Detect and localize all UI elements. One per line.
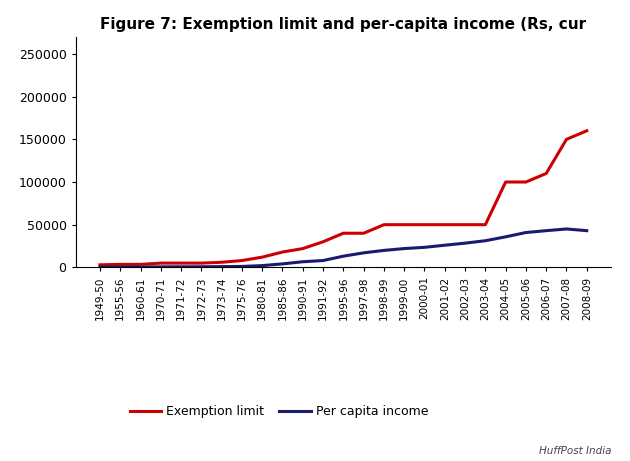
Per capita income <box>380 248 387 253</box>
Per capita income <box>238 264 246 269</box>
Per capita income <box>299 259 307 265</box>
Exemption limit <box>481 222 489 227</box>
Per capita income <box>117 264 124 270</box>
Per capita income <box>137 264 144 270</box>
Per capita income <box>401 246 408 251</box>
Exemption limit <box>198 260 205 266</box>
Per capita income <box>278 261 286 266</box>
Exemption limit <box>340 230 347 236</box>
Exemption limit <box>238 258 246 263</box>
Exemption limit <box>583 128 590 134</box>
Exemption limit <box>157 260 164 266</box>
Exemption limit <box>522 179 530 185</box>
Per capita income <box>502 234 510 240</box>
Per capita income <box>96 265 104 270</box>
Per capita income <box>421 245 428 250</box>
Exemption limit <box>299 246 307 251</box>
Exemption limit <box>563 136 570 142</box>
Exemption limit <box>360 230 367 236</box>
Per capita income <box>542 228 550 233</box>
Text: HuffPost India: HuffPost India <box>539 446 611 456</box>
Per capita income <box>522 230 530 235</box>
Exemption limit <box>461 222 469 227</box>
Per capita income <box>177 264 185 270</box>
Per capita income <box>360 250 367 255</box>
Per capita income <box>441 242 449 248</box>
Exemption limit <box>441 222 449 227</box>
Exemption limit <box>401 222 408 227</box>
Per capita income <box>319 258 327 263</box>
Exemption limit <box>542 171 550 176</box>
Per capita income <box>218 264 226 269</box>
Line: Per capita income: Per capita income <box>100 229 587 267</box>
Per capita income <box>258 263 266 268</box>
Exemption limit <box>96 262 104 267</box>
Exemption limit <box>218 260 226 265</box>
Exemption limit <box>502 179 510 185</box>
Per capita income <box>157 264 164 270</box>
Exemption limit <box>319 239 327 244</box>
Exemption limit <box>278 249 286 255</box>
Per capita income <box>481 238 489 243</box>
Exemption limit <box>421 222 428 227</box>
Per capita income <box>340 254 347 259</box>
Per capita income <box>461 240 469 246</box>
Exemption limit <box>117 262 124 267</box>
Legend: Exemption limit, Per capita income: Exemption limit, Per capita income <box>125 401 433 423</box>
Line: Exemption limit: Exemption limit <box>100 131 587 265</box>
Per capita income <box>583 228 590 233</box>
Per capita income <box>198 264 205 270</box>
Exemption limit <box>177 260 185 266</box>
Exemption limit <box>380 222 387 227</box>
Title: Figure 7: Exemption limit and per-capita income (Rs, cur: Figure 7: Exemption limit and per-capita… <box>100 17 587 31</box>
Per capita income <box>563 226 570 232</box>
Exemption limit <box>137 262 144 267</box>
Exemption limit <box>258 254 266 260</box>
